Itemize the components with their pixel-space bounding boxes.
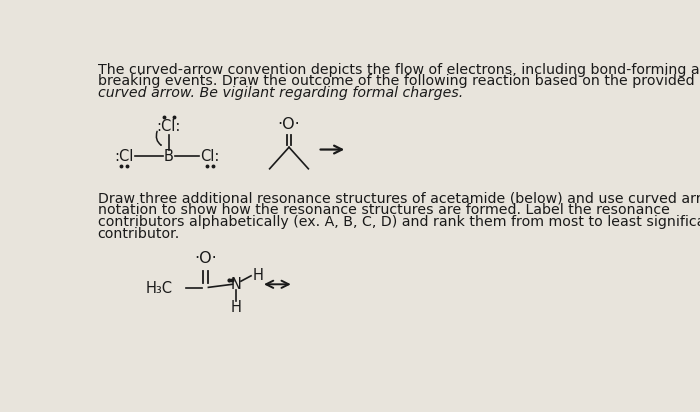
Text: H₃C: H₃C: [146, 281, 173, 296]
Text: notation to show how the resonance structures are formed. Label the resonance: notation to show how the resonance struc…: [97, 203, 669, 217]
Text: ·O·: ·O·: [194, 251, 217, 267]
Text: H: H: [231, 300, 241, 315]
Text: :Cl: :Cl: [114, 149, 134, 164]
Text: contributor.: contributor.: [97, 227, 180, 241]
Text: curved arrow. Be vigilant regarding formal charges.: curved arrow. Be vigilant regarding form…: [97, 87, 463, 101]
Text: breaking events. Draw the outcome of the following reaction based on the provide: breaking events. Draw the outcome of the…: [97, 75, 694, 89]
Text: The curved-arrow convention depicts the flow of electrons, including bond-formin: The curved-arrow convention depicts the …: [97, 63, 700, 77]
Text: H: H: [253, 267, 263, 283]
Text: Cl:: Cl:: [200, 149, 220, 164]
Text: contributors alphabetically (ex. A, B, C, D) and rank them from most to least si: contributors alphabetically (ex. A, B, C…: [97, 215, 700, 229]
Text: Draw three additional resonance structures of acetamide (below) and use curved a: Draw three additional resonance structur…: [97, 191, 700, 205]
Text: ·O·: ·O·: [278, 117, 300, 131]
FancyArrowPatch shape: [156, 131, 161, 145]
Text: :Cl:: :Cl:: [157, 119, 181, 134]
Text: B: B: [164, 149, 174, 164]
Text: N: N: [231, 277, 241, 292]
